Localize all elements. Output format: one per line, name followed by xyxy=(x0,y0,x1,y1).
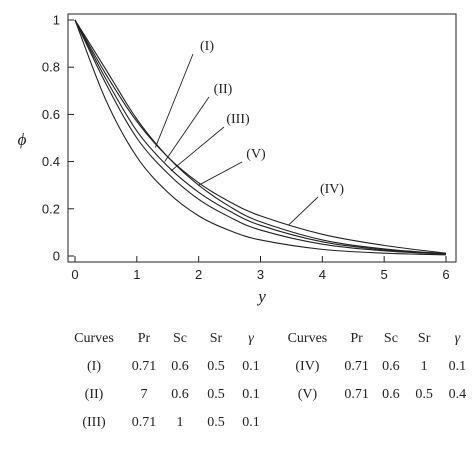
y-tick-label: 1 xyxy=(53,13,60,28)
curve-label: (II) xyxy=(214,82,233,97)
table-cell: 0.4 xyxy=(448,387,467,402)
header-sc: Sc xyxy=(173,331,187,346)
y-tick-label: 0.2 xyxy=(42,201,60,216)
table-cell: 1 xyxy=(420,359,428,374)
table-row: (II) 7 0.6 0.5 0.1 xyxy=(62,381,268,409)
header-gamma: γ xyxy=(454,331,461,346)
y-axis-label: ϕ xyxy=(18,130,27,149)
table-cell: 0.1 xyxy=(448,359,467,374)
annotation-pointer xyxy=(154,53,194,148)
table-cell: 0.6 xyxy=(382,359,400,374)
curve-label: (III) xyxy=(226,112,250,127)
curve-2 xyxy=(74,19,447,255)
table-header-row: Curves Pr Sc Sr γ xyxy=(62,325,268,353)
plot-frame xyxy=(67,13,457,263)
x-axis-label: y xyxy=(256,287,266,306)
table-cell: 0.1 xyxy=(242,387,260,402)
header-curves: Curves xyxy=(287,331,328,346)
x-tick-label: 2 xyxy=(195,267,202,282)
curve-4 xyxy=(74,19,447,254)
table-cell: 0.1 xyxy=(242,359,260,374)
header-pr: Pr xyxy=(350,331,363,346)
table-cell: (IV) xyxy=(295,359,320,374)
curve-3 xyxy=(74,19,447,256)
table-cell: 0.5 xyxy=(207,359,225,374)
y-tick-label: 0.4 xyxy=(42,154,60,169)
x-tick-label: 6 xyxy=(442,267,449,282)
annotation-pointer xyxy=(198,161,243,186)
x-tick-label: 5 xyxy=(381,267,388,282)
annotation-pointer xyxy=(288,196,319,226)
curve-label: (I) xyxy=(200,39,214,54)
table-cell: 0.1 xyxy=(242,415,260,430)
x-tick-label: 0 xyxy=(71,267,78,282)
table-row: (III) 0.71 1 0.5 0.1 xyxy=(62,409,268,437)
table-cell: 0.6 xyxy=(382,387,400,402)
table-cell: 0.6 xyxy=(171,359,189,374)
table-cell: (III) xyxy=(82,415,106,430)
line-chart: 0 1 2 3 4 5 6 0 0.2 0.4 0.6 0.8 1 (I) (II) (III) (V) (IV… xyxy=(18,13,457,306)
header-sr: Sr xyxy=(417,331,431,346)
table-cell: 1 xyxy=(176,415,184,430)
header-sc: Sc xyxy=(383,331,398,346)
x-tick-label: 1 xyxy=(133,267,140,282)
curves-layer xyxy=(74,19,447,256)
y-tick-label: 0.8 xyxy=(42,60,60,75)
table-cell: 7 xyxy=(140,387,148,402)
table-cell: 0.6 xyxy=(171,387,189,402)
x-tick-label: 4 xyxy=(319,267,326,282)
table-cell: 0.71 xyxy=(344,387,369,402)
parameter-table-left: Curves Pr Sc Sr γ (I) 0.71 0.6 0.5 0.1 (… xyxy=(62,325,268,437)
header-gamma: γ xyxy=(248,331,254,346)
annotation-pointer xyxy=(164,96,210,162)
table-cell: 0.71 xyxy=(344,359,369,374)
table-cell: 0.71 xyxy=(131,359,157,374)
table-cell: 0.71 xyxy=(131,415,157,430)
table-cell: 0.5 xyxy=(415,387,433,402)
curve-label: (IV) xyxy=(320,182,344,197)
curve-1 xyxy=(74,19,447,255)
table-cell: (II) xyxy=(84,387,104,402)
table-row: (V) 0.71 0.6 0.5 0.4 xyxy=(276,381,474,409)
annotation-pointer xyxy=(170,126,225,172)
table-header-row: Curves Pr Sc Sr γ xyxy=(276,325,474,353)
ticks-layer: 0 1 2 3 4 5 6 0 0.2 0.4 0.6 0.8 1 xyxy=(42,13,450,283)
x-tick-label: 3 xyxy=(257,267,264,282)
table-cell: 0.5 xyxy=(207,387,225,402)
header-pr: Pr xyxy=(137,331,151,346)
header-sr: Sr xyxy=(209,331,223,346)
y-tick-label: 0 xyxy=(53,249,60,264)
header-curves: Curves xyxy=(74,331,114,346)
table-row: (IV) 0.71 0.6 1 0.1 xyxy=(276,353,474,381)
curve-label: (V) xyxy=(246,147,266,162)
table-cell: (V) xyxy=(297,387,318,402)
table-cell: 0.5 xyxy=(207,415,225,430)
y-tick-label: 0.6 xyxy=(42,107,60,122)
table-row: (I) 0.71 0.6 0.5 0.1 xyxy=(62,353,268,381)
curve-5 xyxy=(74,19,447,255)
parameter-table-right: Curves Pr Sc Sr γ (IV) 0.71 0.6 1 0.1 (V… xyxy=(276,325,474,409)
annotation-layer: (I) (II) (III) (V) (IV) xyxy=(154,39,344,226)
table-cell: (I) xyxy=(87,359,101,374)
